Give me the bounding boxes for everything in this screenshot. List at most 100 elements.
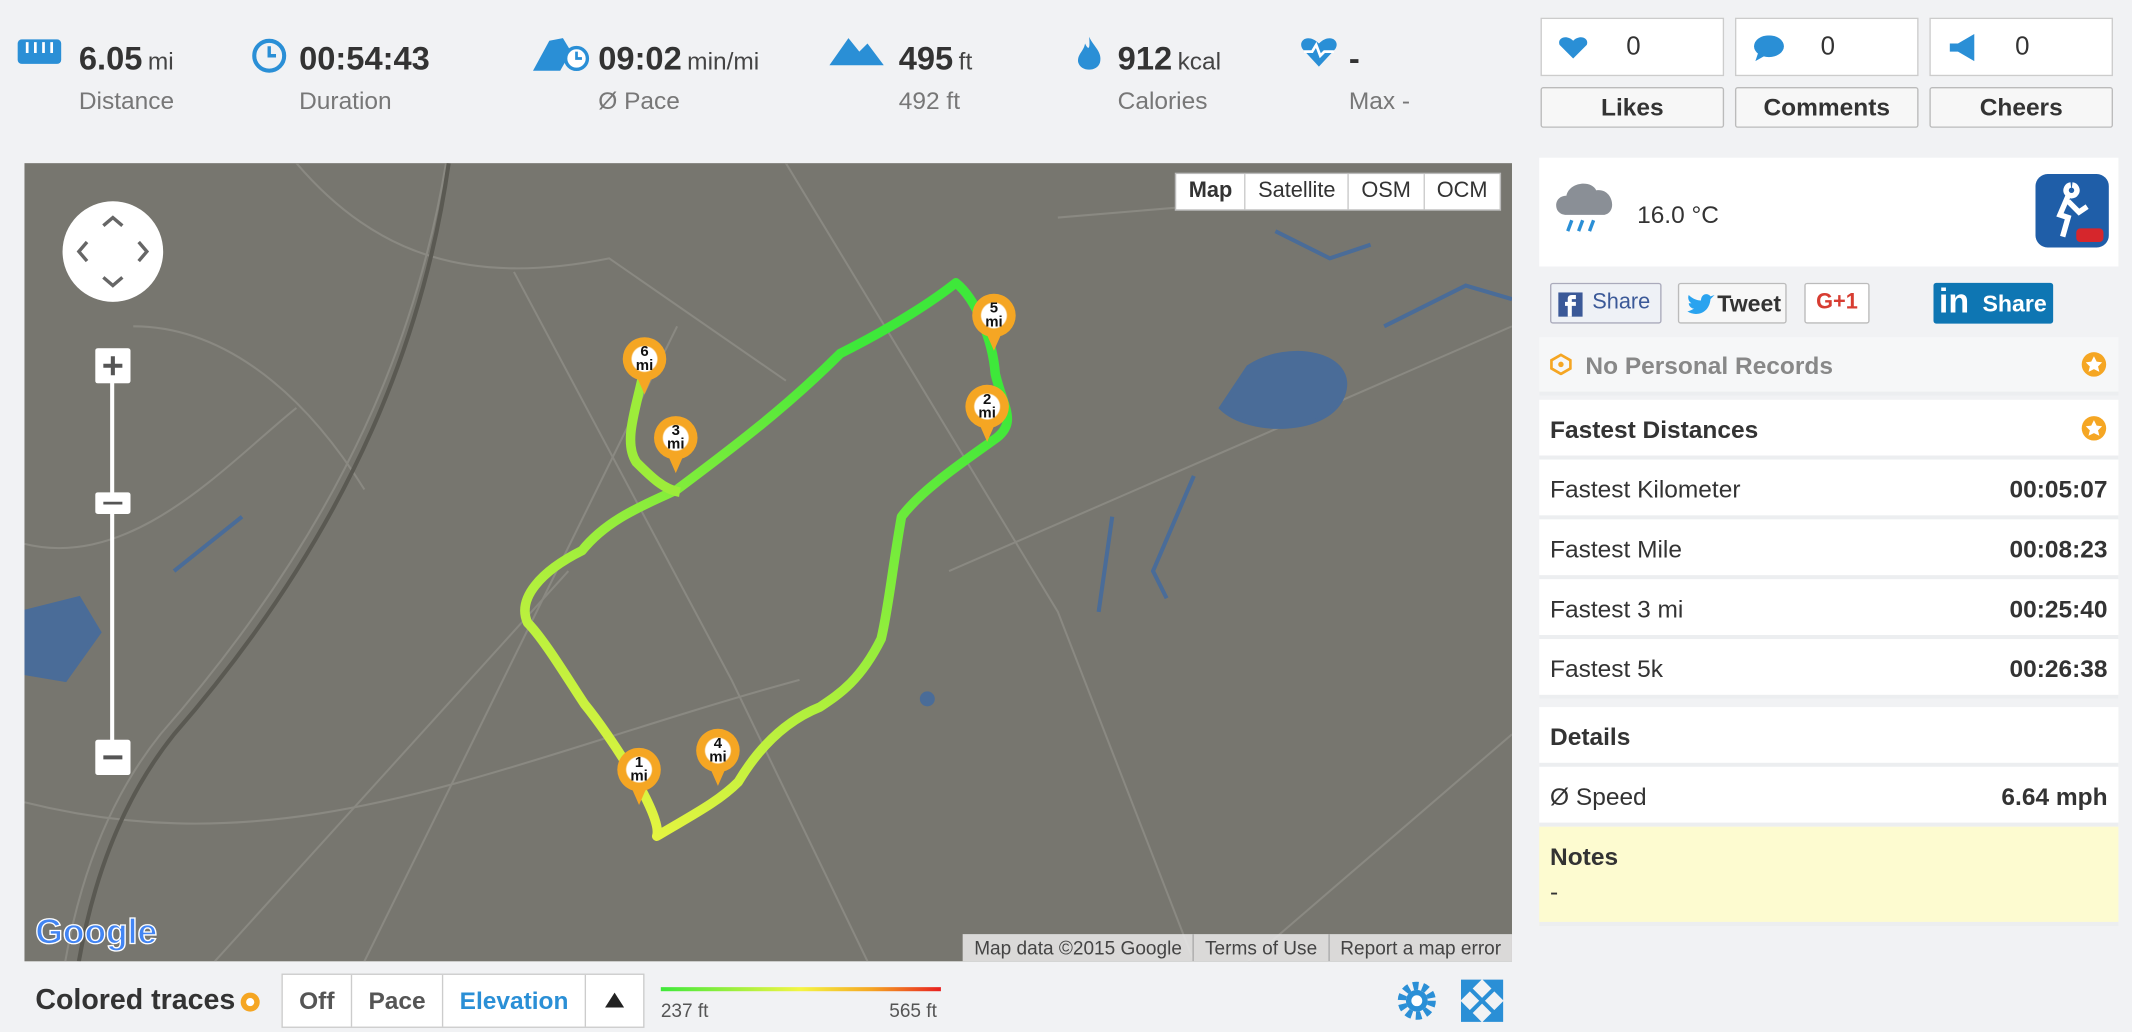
zoom-out[interactable] — [95, 739, 131, 776]
likes-button[interactable]: Likes — [1540, 87, 1725, 128]
row-label: Fastest Kilometer — [1550, 475, 1741, 504]
map-canvas — [24, 163, 1512, 962]
app-icon — [2035, 174, 2109, 248]
premium-icon — [240, 992, 260, 1012]
stat: 09:02 min/mi — [598, 41, 759, 79]
map-type[interactable]: Satellite — [1244, 174, 1348, 210]
report-link[interactable]: Report a map error — [1328, 934, 1512, 962]
marker-unit: mi — [985, 314, 1003, 331]
cheers-box[interactable]: 0 — [1929, 17, 2113, 77]
cheers-button[interactable]: Cheers — [1929, 87, 2113, 128]
stat-label: Max - — [1348, 87, 1411, 115]
zoom-in[interactable] — [95, 348, 131, 384]
terms-link[interactable]: Terms of Use — [1192, 934, 1328, 962]
marker-num: 5 — [989, 300, 999, 317]
section-title: Details — [1550, 723, 1631, 751]
trace-button[interactable]: Pace — [352, 974, 444, 1027]
mile-marker[interactable]: 2 mi — [965, 384, 1009, 445]
mile-marker[interactable]: 1 mi — [617, 747, 661, 808]
gplus-button[interactable]: G+1 — [1804, 282, 1870, 324]
map-type[interactable]: Map — [1176, 174, 1245, 210]
fastest-row: Fastest 5k 00:26:38 — [1539, 639, 2119, 699]
details-row: Ø Speed 6.64 mph — [1539, 766, 2119, 827]
google-logo: Google — [35, 910, 158, 952]
comments-box[interactable]: 0 — [1734, 17, 1919, 77]
settings-icon[interactable] — [1395, 979, 1439, 1023]
mile-marker[interactable]: 4 mi — [696, 728, 740, 789]
stat-value: - — [1348, 40, 1360, 78]
records-row: No Personal Records — [1539, 337, 2119, 396]
legend-max: 565 ft — [889, 999, 937, 1022]
stat-label: Ø Pace — [598, 87, 680, 115]
marker-unit: mi — [709, 749, 727, 766]
trace-button[interactable]: Elevation — [443, 974, 587, 1027]
map-type[interactable]: OSM — [1347, 174, 1424, 210]
section-title: Fastest Distances — [1550, 416, 1759, 444]
weather-icon — [1556, 183, 1613, 232]
weather-box: 16.0 °C — [1539, 157, 2119, 267]
fullscreen-icon[interactable] — [1460, 979, 1504, 1023]
notes-box: Notes - — [1539, 826, 2119, 926]
premium-icon — [2081, 352, 2107, 377]
count: 0 — [1820, 32, 1836, 62]
fastest-row: Fastest Kilometer 00:05:07 — [1539, 459, 2119, 520]
count: 0 — [1626, 32, 1641, 62]
record-icon — [1550, 353, 1572, 376]
likes-box[interactable]: 0 — [1540, 17, 1725, 77]
linkedin-icon: in — [1938, 282, 1970, 321]
zoom-track — [110, 364, 115, 759]
stat-label: Distance — [78, 87, 175, 115]
stat-unit: ft — [958, 47, 973, 75]
stat: 495 ft — [899, 41, 973, 79]
trace-button[interactable]: Off — [283, 974, 353, 1027]
trace-toggle[interactable] — [586, 975, 643, 1027]
legend-gradient — [660, 987, 941, 992]
marker-num: 3 — [671, 422, 680, 440]
comments-button[interactable]: Comments — [1734, 87, 1919, 128]
share-label: Share — [1982, 290, 2047, 317]
traces-title: Colored traces — [35, 984, 236, 1016]
premium-icon — [2081, 416, 2107, 441]
stat-value: 495 — [898, 40, 954, 78]
stat-value: 912 — [1117, 40, 1173, 78]
row-value: 00:26:38 — [2009, 655, 2108, 683]
marker-unit: mi — [635, 357, 654, 374]
row-value: 00:05:07 — [2009, 475, 2108, 504]
stat-unit: kcal — [1177, 47, 1222, 75]
stat-unit: mi — [147, 47, 174, 75]
linkedin-share[interactable]: in Share — [1933, 282, 2054, 324]
calories-icon — [1078, 36, 1101, 70]
zoom-slider[interactable] — [95, 492, 131, 514]
stat-label: Calories — [1117, 87, 1208, 115]
row-label: Fastest 5k — [1550, 655, 1663, 683]
pace-icon — [533, 38, 590, 72]
map[interactable]: 6 mi 3 mi 5 mi 2 mi 1 mi 4 mi Map Satellite OSM O… — [24, 163, 1512, 962]
attribution-text: Map data ©2015 Google — [974, 936, 1182, 959]
row-label: Fastest Mile — [1550, 535, 1682, 563]
elevation-icon — [829, 38, 884, 66]
stat: - — [1349, 41, 1360, 79]
map-type-control: Map Satellite OSM OCM — [1175, 172, 1502, 211]
fastest-row: Fastest 3 mi 00:25:40 — [1539, 579, 2119, 640]
facebook-share[interactable]: Share — [1550, 282, 1662, 324]
like-icon — [1559, 37, 1588, 59]
map-type[interactable]: OCM — [1423, 174, 1500, 210]
pan-control[interactable] — [60, 199, 166, 305]
stat: 00:54:43 — [299, 41, 430, 79]
tweet-button[interactable]: Tweet — [1677, 282, 1787, 324]
marker-num: 4 — [713, 735, 723, 752]
row-value: 6.64 mph — [2001, 783, 2108, 811]
distance-icon — [17, 39, 62, 64]
facebook-icon — [1558, 292, 1583, 317]
mile-marker[interactable]: 3 mi — [654, 416, 698, 476]
duration-icon — [252, 38, 287, 73]
row-label: Ø Speed — [1550, 783, 1647, 811]
mile-marker[interactable]: 6 mi — [622, 337, 667, 397]
tweet-label: Tweet — [1717, 290, 1782, 317]
marker-unit: mi — [667, 436, 685, 453]
mile-marker[interactable]: 5 mi — [972, 293, 1016, 354]
marker-num: 6 — [640, 344, 649, 361]
count: 0 — [2015, 32, 2030, 62]
row-label: Fastest 3 mi — [1550, 595, 1684, 623]
